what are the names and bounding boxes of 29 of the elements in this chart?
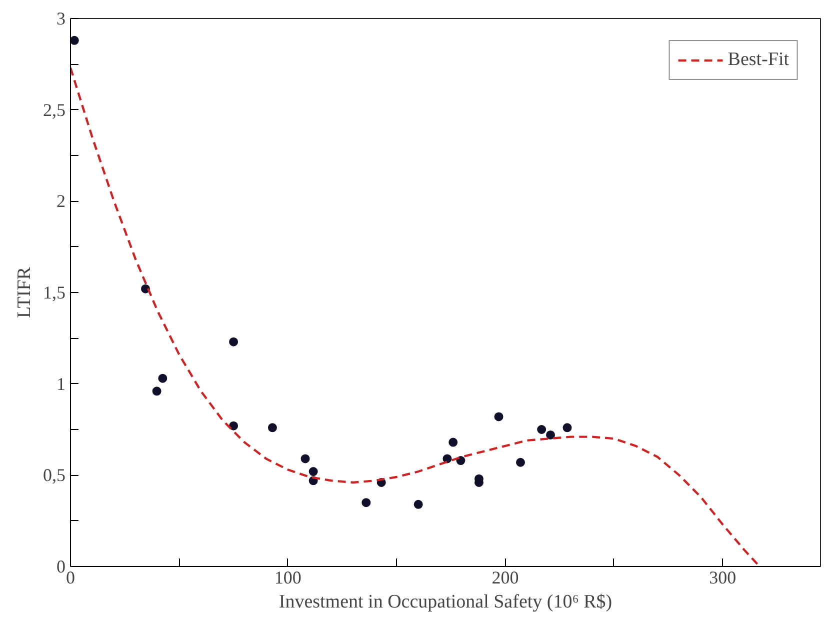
- point: [70, 36, 79, 45]
- point: [362, 498, 371, 508]
- x-tick-label: 200: [492, 568, 519, 588]
- point: [537, 425, 546, 434]
- x-axis-title: Investment in Occupational Safety (10⁶ R$): [278, 592, 612, 612]
- y-tick-label: 2,5: [43, 100, 66, 120]
- point: [516, 458, 525, 467]
- point: [300, 454, 310, 464]
- point: [229, 337, 238, 346]
- point: [152, 386, 162, 396]
- y-axis-title: LTIFR: [14, 266, 35, 318]
- point: [268, 423, 277, 432]
- point: [414, 500, 423, 509]
- y-tick-label: 3: [56, 8, 66, 28]
- x-tick-label: 300: [709, 568, 736, 588]
- point: [442, 454, 452, 464]
- y-tick-label: 2: [56, 191, 66, 212]
- x-tick-label: 100: [274, 568, 302, 588]
- legend-label: Best-Fit: [728, 49, 789, 71]
- point: [308, 467, 318, 476]
- y-tick-label: 1: [56, 374, 66, 394]
- y-tick-label: 1,5: [43, 282, 66, 302]
- point: [448, 438, 458, 447]
- point: [158, 374, 168, 383]
- point: [229, 421, 238, 430]
- point: [546, 430, 555, 440]
- point: [562, 423, 572, 432]
- point: [494, 412, 504, 422]
- y-tick-label: 0,5: [43, 465, 66, 486]
